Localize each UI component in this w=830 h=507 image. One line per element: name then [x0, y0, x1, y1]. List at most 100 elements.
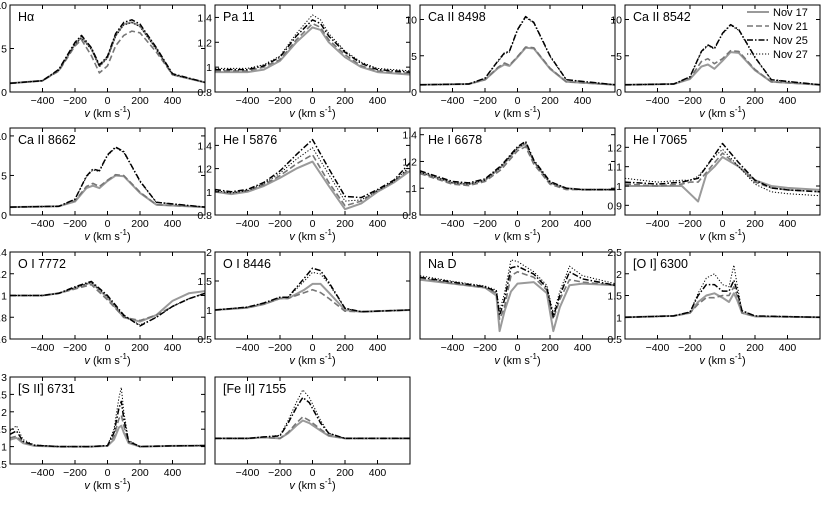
y-tick-label: 1.1 [607, 162, 622, 174]
panel-11: −400 −200 0 200 400 Na D v (km s-1) [419, 251, 616, 367]
x-tick-label: 200 [746, 95, 764, 107]
x-tick-label: −400 [646, 342, 670, 354]
series-line-nov-21 [625, 49, 820, 86]
series-line-nov-27 [10, 386, 205, 448]
x-tick-label: 400 [779, 95, 797, 107]
x-tick-label: −400 [441, 218, 465, 230]
y-tick-label: 10 [405, 15, 417, 27]
y-tick-label: 0.8 [0, 312, 7, 324]
x-tick-label: 0 [310, 342, 316, 354]
panel-12: −400 −200 0 200 400 0.5 1 1.5 2 2.5 [O I] 6300 v (k… [607, 247, 821, 367]
x-tick-label: −400 [236, 95, 260, 107]
y-tick-label: 0.6 [0, 334, 7, 346]
y-tick-label: 1.4 [197, 12, 212, 24]
y-tick-label: 1.4 [402, 130, 417, 142]
panel-title: O I 7772 [18, 257, 66, 271]
x-tick-label: 400 [574, 342, 592, 354]
series-line-nov-27 [215, 147, 410, 202]
x-tick-label: −400 [31, 95, 55, 107]
x-axis-label: v (km s-1) [494, 105, 540, 120]
panel-title: Na D [428, 257, 456, 271]
y-tick-label: 1 [616, 181, 622, 193]
y-tick-label: 0 [616, 87, 622, 99]
series-line-nov-21 [625, 152, 820, 193]
x-tick-label: 400 [369, 342, 387, 354]
x-tick-label: −400 [646, 218, 670, 230]
x-axis-label: v (km s-1) [699, 352, 745, 367]
x-tick-label: 200 [336, 95, 354, 107]
legend-label: Nov 25 [773, 35, 808, 47]
x-axis-label: v (km s-1) [289, 352, 335, 367]
y-tick-label: 1.2 [197, 37, 212, 49]
y-tick-label: 1 [411, 183, 417, 195]
panel-7: −400 −200 0 200 400 0.8 1 1.2 1.4 He I 6678 v (km … [402, 127, 616, 243]
y-tick-label: 3 [1, 372, 7, 384]
x-tick-label: 0 [105, 95, 111, 107]
x-tick-label: 200 [541, 342, 559, 354]
series-line-nov-27 [625, 148, 820, 197]
x-tick-label: 0 [310, 95, 316, 107]
series-line-nov-25 [10, 400, 205, 448]
y-tick-label: 0.5 [197, 334, 212, 346]
series-line-nov-27 [10, 281, 205, 326]
series-line-nov-21 [10, 30, 205, 85]
x-tick-label: 200 [336, 218, 354, 230]
panel-2: −400 −200 0 200 400 0.8 1 1.2 1.4 Pa 11 v (km s-1) [197, 4, 411, 120]
panel-10: −400 −200 0 200 400 0.5 1 1.5 2 O I 8446 v (km s-1… [197, 247, 411, 367]
y-tick-label: 1 [206, 305, 212, 317]
y-tick-label: 2 [1, 407, 7, 419]
x-axis-label: v (km s-1) [84, 228, 130, 243]
series-line-nov-17 [10, 424, 205, 448]
series-line-nov-25 [420, 140, 615, 191]
x-tick-label: 200 [541, 95, 559, 107]
series-line-nov-21 [10, 173, 205, 208]
series-line-nov-25 [10, 146, 205, 208]
x-tick-label: 200 [131, 342, 149, 354]
y-tick-label: 2.5 [607, 247, 622, 259]
series-line-nov-21 [420, 271, 615, 320]
y-tick-label: 0.8 [197, 87, 212, 99]
series-line-nov-25 [10, 280, 205, 327]
x-tick-label: 200 [746, 218, 764, 230]
y-tick-label: 0.5 [0, 459, 7, 471]
legend-label: Nov 27 [773, 49, 808, 61]
series-line-nov-25 [10, 19, 205, 85]
series-line-nov-25 [420, 15, 615, 86]
y-tick-label: 1.5 [197, 276, 212, 288]
x-tick-label: 400 [369, 95, 387, 107]
series-line-nov-25 [215, 267, 410, 313]
x-tick-label: −200 [63, 218, 87, 230]
x-tick-label: 0 [310, 218, 316, 230]
series-line-nov-21 [215, 153, 410, 207]
series-line-nov-17 [625, 156, 820, 203]
x-tick-label: 0 [720, 342, 726, 354]
x-tick-label: 400 [369, 467, 387, 479]
x-tick-label: 0 [105, 342, 111, 354]
x-tick-label: 400 [574, 95, 592, 107]
legend-label: Nov 17 [773, 7, 808, 19]
x-tick-label: −200 [63, 467, 87, 479]
panel-title: Ca II 8662 [18, 133, 76, 147]
x-tick-label: −400 [236, 342, 260, 354]
x-tick-label: −200 [678, 218, 702, 230]
panel-3: −400 −200 0 200 400 0 5 10 Ca II 8498 v (km s-1) [405, 4, 616, 120]
panel-title: He I 5876 [223, 133, 277, 147]
x-tick-label: 0 [515, 342, 521, 354]
panel-title: Ca II 8542 [633, 10, 691, 24]
y-tick-label: 0 [1, 87, 7, 99]
x-tick-label: 400 [164, 95, 182, 107]
series-line-nov-21 [215, 288, 410, 313]
panel-title: Hα [18, 10, 34, 24]
x-tick-label: −200 [268, 342, 292, 354]
x-tick-label: −200 [268, 218, 292, 230]
x-tick-label: −400 [31, 342, 55, 354]
x-tick-label: 0 [105, 218, 111, 230]
y-tick-label: 1 [206, 187, 212, 199]
y-tick-label: 10 [610, 15, 622, 27]
series-line-nov-27 [420, 259, 615, 315]
y-tick-label: 1 [1, 291, 7, 303]
series-line-nov-17 [215, 26, 410, 76]
series-line-nov-27 [420, 16, 615, 86]
y-tick-label: 10 [0, 0, 7, 12]
y-tick-label: 5 [1, 170, 7, 182]
